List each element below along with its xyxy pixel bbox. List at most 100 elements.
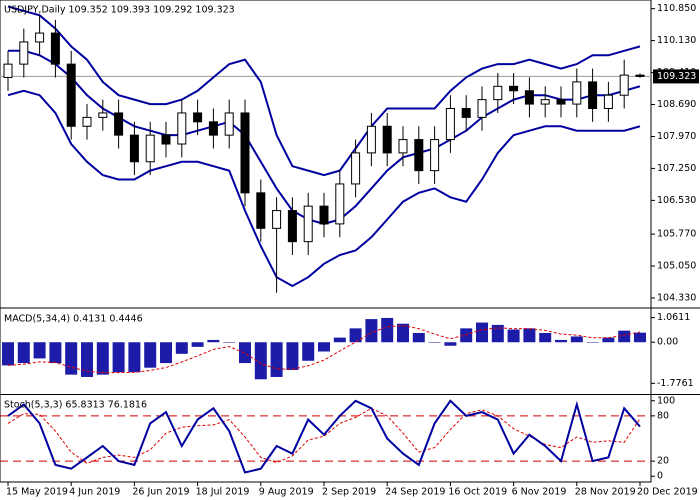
x-tick-label: 26 Jun 2019 <box>132 487 189 498</box>
y-tick-label: 0 <box>657 471 663 482</box>
stoch-main <box>7 399 641 474</box>
candle-body <box>366 125 376 154</box>
y-tick-label: 105.050 <box>657 261 696 272</box>
macd-bar <box>33 342 46 359</box>
y-tick-label: 110.130 <box>657 35 696 46</box>
candle-body <box>50 32 60 65</box>
current-price-label: 109.323 <box>657 71 696 82</box>
y-tick-label: -1.7761 <box>657 378 694 389</box>
macd-bar <box>460 328 473 343</box>
candle-body <box>335 183 345 225</box>
candle-body <box>619 74 629 96</box>
candle-body <box>19 41 29 65</box>
macd-bar <box>112 342 125 373</box>
macd-bar <box>65 342 78 375</box>
candle-body <box>430 139 440 172</box>
x-tick-label: 15 May 2019 <box>6 487 68 498</box>
candle-body <box>98 112 108 118</box>
panel-title: Stoch(5,3,3) 65.8313 76.1816 <box>4 400 147 411</box>
candle-body <box>556 99 566 105</box>
macd-bar <box>191 342 204 347</box>
macd-bar <box>555 339 567 343</box>
y-tick-label: 20 <box>657 456 669 467</box>
macd-bar <box>476 322 488 343</box>
macd-bar <box>523 328 536 343</box>
macd-bar <box>349 328 362 343</box>
macd-bar <box>570 336 583 343</box>
macd-bar <box>17 342 30 364</box>
macd-bar <box>81 342 93 377</box>
macd-bar <box>128 342 141 373</box>
x-tick-label: 24 Sep 2019 <box>385 487 445 498</box>
candle-body <box>493 85 503 101</box>
candle-body <box>398 139 408 154</box>
y-tick-label: 100 <box>657 395 675 406</box>
macd-bar <box>2 342 14 366</box>
panel-title: MACD(5,34,4) 0.4131 0.4446 <box>4 314 143 325</box>
panel-title: USDJPY,Daily 109.352 109.393 109.292 109… <box>4 5 235 16</box>
x-tick-label: 28 Nov 2019 <box>575 487 636 498</box>
candle-body <box>303 205 313 243</box>
candle-body <box>193 112 203 123</box>
candle-body <box>461 108 471 118</box>
macd-bar <box>223 342 236 343</box>
candle-body <box>445 108 455 141</box>
candle-body <box>287 210 297 243</box>
y-tick-label: 107.250 <box>657 163 696 174</box>
candle-body <box>540 99 550 105</box>
candle-body <box>66 63 76 127</box>
macd-signal <box>7 325 641 374</box>
candle-body <box>414 139 424 172</box>
macd-bar <box>634 332 646 343</box>
x-tick-label: 20 Dec 2019 <box>637 487 698 498</box>
macd-bar <box>144 342 157 368</box>
price-label-box <box>653 69 699 84</box>
macd-bar <box>539 332 552 343</box>
candle-body <box>3 63 13 78</box>
macd-bar <box>491 324 504 343</box>
plot-frame <box>0 0 652 483</box>
y-tick-label: 110.850 <box>657 3 696 14</box>
bollinger-band <box>7 5 641 177</box>
x-tick-label: 4 Jun 2019 <box>69 487 120 498</box>
macd-bar <box>428 342 441 343</box>
candle-body <box>114 112 124 136</box>
macd-bar <box>365 319 378 343</box>
candle-body <box>572 81 582 105</box>
macd-bar <box>96 342 109 375</box>
macd-bar <box>381 317 394 343</box>
y-tick-label: 107.970 <box>657 131 696 142</box>
y-tick-label: 105.770 <box>657 229 696 240</box>
macd-bar <box>318 342 330 352</box>
candle-body <box>603 94 613 110</box>
candle-body <box>240 112 250 194</box>
y-tick-label: 108.690 <box>657 99 696 110</box>
macd-bar <box>49 342 62 364</box>
y-tick-label: 80 <box>657 410 669 421</box>
macd-bar <box>302 342 315 361</box>
macd-bar <box>270 342 283 377</box>
macd-bar <box>286 342 299 371</box>
candle-body <box>82 116 92 127</box>
candle-body <box>635 74 645 77</box>
candle-body <box>319 205 329 225</box>
macd-bar <box>333 337 346 343</box>
x-tick-label: 2 Sep 2019 <box>322 487 376 498</box>
candle-body <box>35 32 45 43</box>
macd-bar <box>602 337 615 343</box>
macd-bar <box>444 342 457 346</box>
candle-body <box>524 90 534 105</box>
macd-bar <box>239 342 251 364</box>
y-tick-label: 106.530 <box>657 195 696 206</box>
candle-body <box>509 85 519 92</box>
macd-bar <box>254 342 267 380</box>
candle-body <box>129 134 139 163</box>
x-tick-label: 18 Jul 2019 <box>196 487 250 498</box>
y-tick-label: 0.00 <box>657 337 678 348</box>
candle-body <box>161 134 171 145</box>
candle-body <box>224 112 234 136</box>
macd-bar <box>412 332 425 343</box>
macd-bar <box>397 323 409 343</box>
macd-bar <box>160 342 172 364</box>
